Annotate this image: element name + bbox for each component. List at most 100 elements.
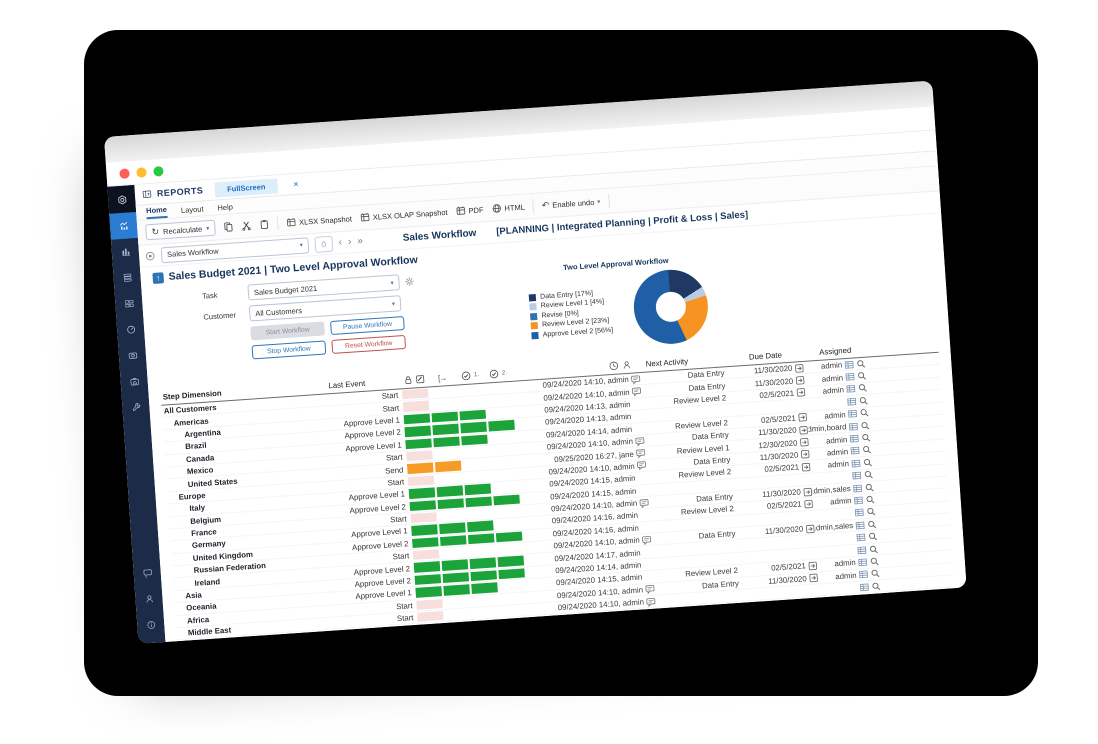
table-row[interactable]: France Start 09/24/2020 14:10, admin Data E… <box>169 476 948 542</box>
workflow-step-cell[interactable] <box>408 499 437 512</box>
zoom-row-icon[interactable] <box>871 581 882 592</box>
detail-grid-icon[interactable] <box>847 409 858 420</box>
workflow-step-cell[interactable] <box>465 507 494 520</box>
workflow-step-cell[interactable] <box>404 437 433 450</box>
comment-icon[interactable] <box>631 386 642 397</box>
table-row[interactable]: Europe Start 09/24/2020 14:10, admin Data E… <box>167 439 946 505</box>
table-row[interactable]: Middle East Start 09/24/2020 14:10, admin <box>176 575 955 641</box>
table-row[interactable]: Asia Approve Level 2 09/24/2020 14:14, adm… <box>174 538 953 604</box>
workflow-step-cell[interactable] <box>497 567 526 580</box>
detail-grid-icon[interactable] <box>857 557 868 568</box>
workflow-step-cell[interactable] <box>410 523 439 536</box>
workflow-step-cell[interactable] <box>485 382 514 395</box>
table-row[interactable]: Oceania Approve Level 1 09/24/2020 14:15, … <box>174 550 953 616</box>
workflow-step-cell[interactable] <box>492 493 521 506</box>
xlsx-snapshot-button[interactable]: XLSX Snapshot <box>286 213 352 227</box>
workflow-step-cell[interactable] <box>472 606 501 619</box>
table-row[interactable]: Brazil Approve Level 2 09/24/2020 14:13, a… <box>163 389 942 456</box>
workflow-step-cell[interactable] <box>402 400 431 413</box>
date-picker-icon[interactable] <box>803 499 814 510</box>
detail-grid-icon[interactable] <box>852 483 863 494</box>
sidebar-item-data-view[interactable] <box>115 290 144 318</box>
workflow-step-cell[interactable] <box>443 596 472 609</box>
workflow-step-cell[interactable] <box>416 610 445 623</box>
cut-icon[interactable] <box>241 220 252 231</box>
close-window-button[interactable] <box>119 167 130 179</box>
sidebar-item-user-account[interactable] <box>135 585 164 613</box>
sidebar-item-presentations[interactable] <box>109 211 138 240</box>
workflow-step-cell[interactable] <box>487 419 516 432</box>
workflow-step-cell[interactable] <box>409 511 438 524</box>
workflow-step-cell[interactable] <box>430 398 459 411</box>
date-picker-icon[interactable] <box>805 523 816 534</box>
date-picker-icon[interactable] <box>808 573 819 584</box>
home-screen-button[interactable]: ⌂ <box>314 235 334 253</box>
date-picker-icon[interactable] <box>801 461 812 472</box>
copy-icon[interactable] <box>223 221 234 232</box>
workflow-step-cell[interactable] <box>433 447 462 460</box>
workflow-step-cell[interactable] <box>463 470 492 483</box>
detail-grid-icon[interactable] <box>859 582 870 593</box>
zoom-row-icon[interactable] <box>860 420 871 431</box>
zoom-row-icon[interactable] <box>863 470 874 481</box>
table-row[interactable]: United Kingdom Approve Level 2 09/24/2020 … <box>171 501 950 567</box>
workflow-step-cell[interactable] <box>414 585 443 598</box>
workflow-step-cell[interactable] <box>470 581 499 594</box>
workflow-step-cell[interactable] <box>444 608 473 621</box>
zoom-row-icon[interactable] <box>863 457 874 468</box>
zoom-row-icon[interactable] <box>857 371 868 382</box>
sidebar-item-database[interactable] <box>113 264 142 292</box>
workflow-step-cell[interactable] <box>415 598 444 611</box>
workflow-step-cell[interactable] <box>462 458 491 471</box>
comment-icon[interactable] <box>630 374 641 385</box>
workflow-step-cell[interactable] <box>411 536 440 549</box>
workflow-step-cell[interactable] <box>442 583 471 596</box>
workflow-step-cell[interactable] <box>489 444 518 457</box>
workflow-step-cell[interactable] <box>494 518 523 531</box>
date-picker-icon[interactable] <box>799 437 810 448</box>
table-row[interactable]: United States Send 09/25/2020 16:27, jane R… <box>166 426 945 493</box>
zoom-row-icon[interactable] <box>862 445 873 456</box>
table-row[interactable]: Argentina Approve Level 1 09/24/2020 14:13… <box>163 377 942 443</box>
sidebar-item-about-info[interactable] <box>136 611 165 639</box>
workflow-step-cell[interactable] <box>413 573 442 586</box>
workflow-step-cell[interactable] <box>500 604 529 617</box>
workflow-step-cell[interactable] <box>430 410 459 423</box>
zoom-row-icon[interactable] <box>858 395 869 406</box>
table-row[interactable]: Italy Approve Level 1 09/24/2020 14:15, ad… <box>168 451 947 517</box>
gear-icon[interactable] <box>404 276 415 287</box>
zoom-row-icon[interactable] <box>868 531 879 542</box>
nav-forward-icon[interactable]: › <box>347 236 352 248</box>
paste-icon[interactable] <box>259 219 270 230</box>
detail-grid-icon[interactable] <box>845 372 856 383</box>
nav-back-icon[interactable]: ‹ <box>338 237 343 249</box>
collapse-panel-icon[interactable] <box>142 189 153 200</box>
workflow-step-cell[interactable] <box>436 497 465 510</box>
sidebar-item-board-logo[interactable] <box>107 185 137 214</box>
workflow-step-cell[interactable] <box>401 387 430 400</box>
date-picker-icon[interactable] <box>807 560 818 571</box>
menu-item-layout[interactable]: Layout <box>180 204 204 215</box>
sidebar-item-scheduler[interactable] <box>116 316 145 344</box>
table-row[interactable]: Americas Start 09/24/2020 14:10, admin Data… <box>162 365 941 431</box>
zoom-row-icon[interactable] <box>869 556 880 567</box>
workflow-step-cell[interactable] <box>469 569 498 582</box>
zoom-row-icon[interactable] <box>868 544 879 555</box>
zoom-row-icon[interactable] <box>858 383 869 394</box>
sidebar-item-capture[interactable] <box>118 342 147 370</box>
xlsx-olap-snapshot-button[interactable]: XLSX OLAP Snapshot <box>359 207 448 223</box>
table-row[interactable]: Canada Approve Level 1 09/24/2020 14:14, a… <box>164 402 943 468</box>
detail-grid-icon[interactable] <box>848 421 859 432</box>
workflow-step-cell[interactable] <box>403 425 432 438</box>
workflow-step-cell[interactable] <box>434 460 463 473</box>
workflow-step-cell[interactable] <box>407 474 436 487</box>
zoom-row-icon[interactable] <box>864 482 875 493</box>
nav-last-icon[interactable]: » <box>357 235 364 247</box>
workflow-step-cell[interactable] <box>466 520 495 533</box>
comment-icon[interactable] <box>635 436 646 447</box>
workflow-step-cell[interactable] <box>468 544 497 557</box>
workflow-step-cell[interactable] <box>440 546 469 559</box>
html-export-button[interactable]: HTML <box>491 202 525 214</box>
workflow-step-cell[interactable] <box>429 386 458 399</box>
comment-icon[interactable] <box>646 596 657 607</box>
